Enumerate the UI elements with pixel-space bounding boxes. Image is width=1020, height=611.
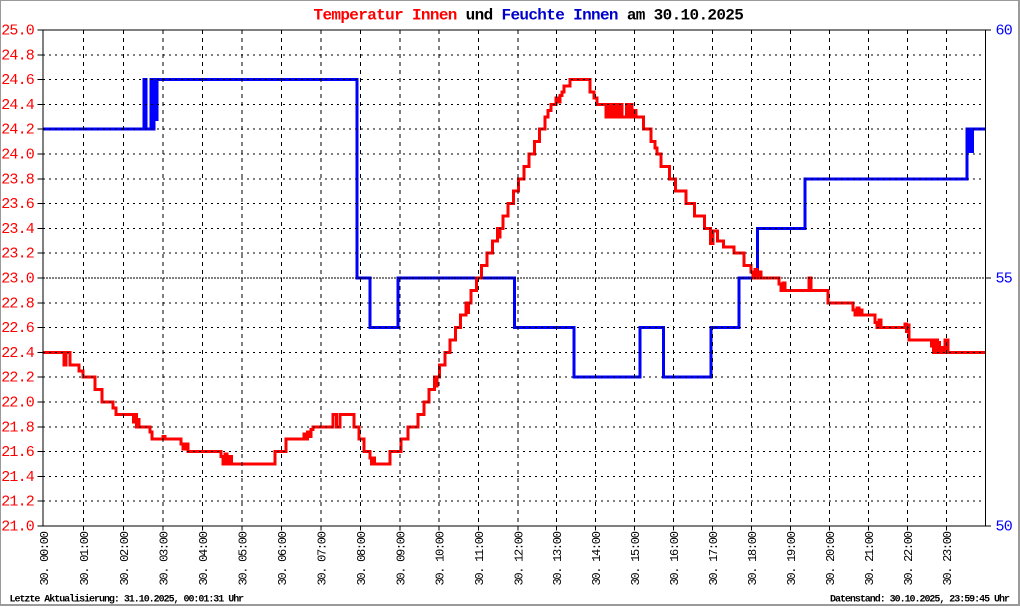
svg-text:30. 02:00: 30. 02:00 — [118, 531, 132, 585]
svg-text:30. 04:00: 30. 04:00 — [197, 531, 211, 585]
svg-text:30. 18:00: 30. 18:00 — [746, 531, 760, 585]
svg-text:24.0: 24.0 — [1, 147, 35, 164]
svg-text:24.2: 24.2 — [1, 122, 34, 139]
svg-text:30. 00:00: 30. 00:00 — [38, 531, 52, 585]
svg-text:23.6: 23.6 — [1, 196, 35, 213]
svg-text:30. 01:00: 30. 01:00 — [78, 531, 92, 585]
svg-text:30. 13:00: 30. 13:00 — [551, 531, 565, 585]
svg-text:30. 19:00: 30. 19:00 — [785, 531, 799, 585]
svg-text:55: 55 — [996, 271, 1013, 288]
svg-text:24.6: 24.6 — [1, 72, 35, 89]
svg-text:30. 15:00: 30. 15:00 — [629, 531, 643, 585]
svg-text:30. 03:00: 30. 03:00 — [157, 531, 171, 585]
svg-text:30. 20:00: 30. 20:00 — [824, 531, 838, 585]
svg-text:30. 06:00: 30. 06:00 — [276, 531, 290, 585]
svg-text:30. 21:00: 30. 21:00 — [863, 531, 877, 585]
svg-text:Letzte Aktualisierung: 31.10.2: Letzte Aktualisierung: 31.10.2025, 00:01… — [10, 594, 245, 606]
svg-text:30. 12:00: 30. 12:00 — [513, 531, 527, 585]
svg-text:23.0: 23.0 — [1, 271, 35, 288]
svg-text:30. 10:00: 30. 10:00 — [434, 531, 448, 585]
svg-text:30. 17:00: 30. 17:00 — [707, 531, 721, 585]
svg-text:22.6: 22.6 — [1, 320, 35, 337]
svg-text:22.4: 22.4 — [1, 345, 35, 362]
svg-text:30. 22:00: 30. 22:00 — [902, 531, 916, 585]
svg-text:22.8: 22.8 — [1, 295, 35, 312]
svg-text:22.2: 22.2 — [1, 370, 34, 387]
svg-text:60: 60 — [996, 23, 1013, 40]
svg-text:30. 05:00: 30. 05:00 — [236, 531, 250, 585]
svg-text:30. 14:00: 30. 14:00 — [590, 531, 604, 585]
svg-text:21.6: 21.6 — [1, 444, 35, 461]
svg-text:30. 09:00: 30. 09:00 — [394, 531, 408, 585]
svg-text:Datenstand: 30.10.2025, 23:59:: Datenstand: 30.10.2025, 23:59:45 Uhr — [830, 594, 1010, 606]
svg-text:24.4: 24.4 — [1, 97, 35, 114]
svg-text:23.8: 23.8 — [1, 171, 35, 188]
svg-text:30. 16:00: 30. 16:00 — [668, 531, 682, 585]
svg-text:25.0: 25.0 — [1, 23, 35, 40]
svg-text:23.4: 23.4 — [1, 221, 35, 238]
svg-text:30. 23:00: 30. 23:00 — [941, 531, 955, 585]
svg-text:23.2: 23.2 — [1, 246, 34, 263]
svg-text:24.8: 24.8 — [1, 47, 35, 64]
svg-text:22.0: 22.0 — [1, 395, 35, 412]
svg-text:Temperatur Innen und Feuchte I: Temperatur Innen und Feuchte Innen am 30… — [314, 7, 744, 25]
svg-text:30. 08:00: 30. 08:00 — [355, 531, 369, 585]
svg-text:30. 07:00: 30. 07:00 — [315, 531, 329, 585]
svg-text:30. 11:00: 30. 11:00 — [473, 531, 487, 585]
svg-text:50: 50 — [996, 519, 1013, 536]
svg-text:21.8: 21.8 — [1, 419, 35, 436]
svg-text:21.0: 21.0 — [1, 519, 35, 536]
svg-text:21.4: 21.4 — [1, 469, 35, 486]
svg-text:21.2: 21.2 — [1, 494, 34, 511]
